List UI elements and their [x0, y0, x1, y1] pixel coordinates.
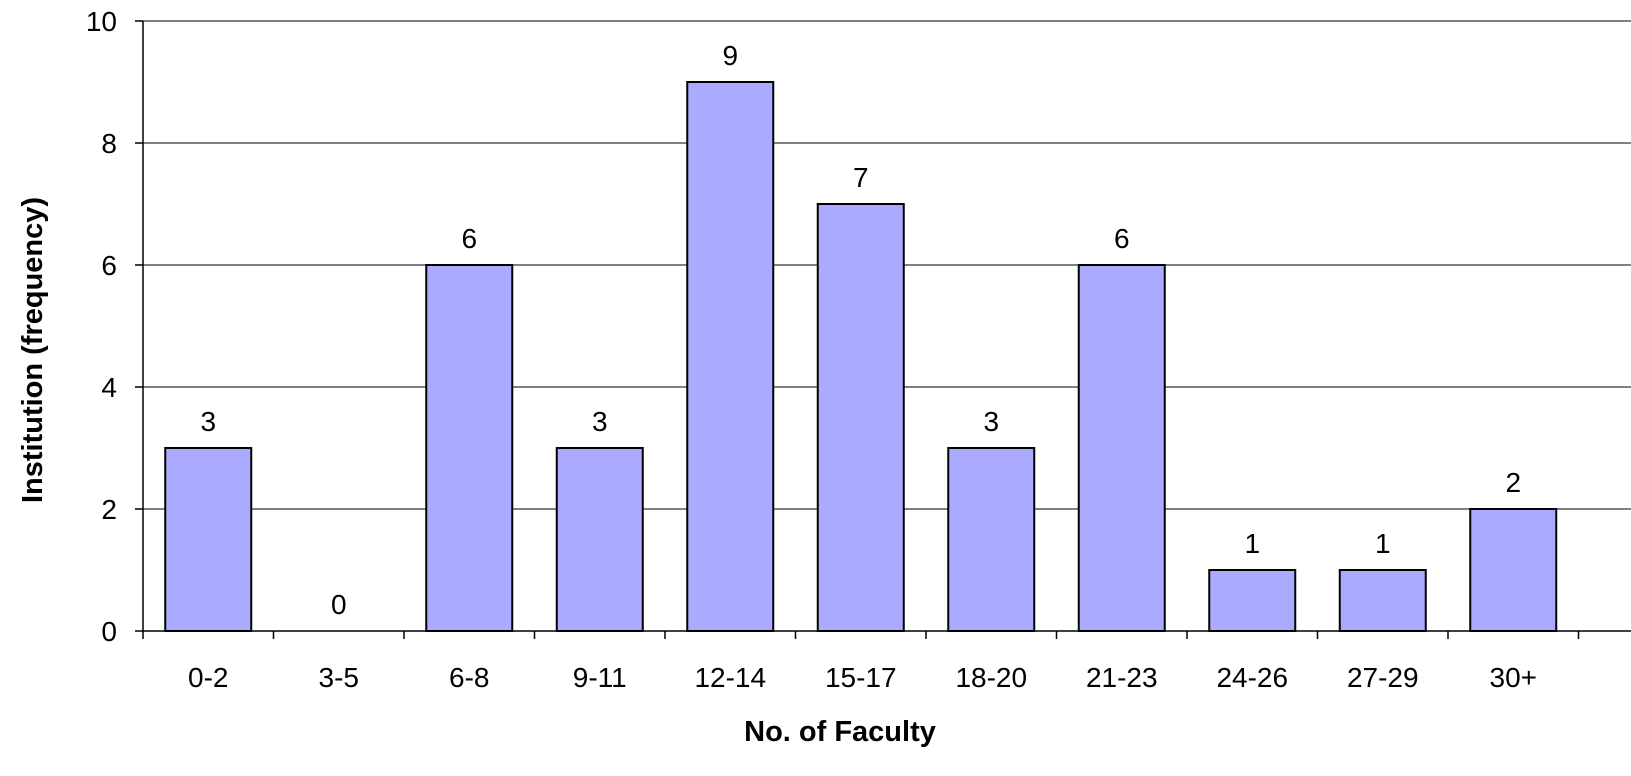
x-tick-label-3-5: 3-5 [319, 662, 359, 693]
data-label-15-17: 7 [853, 162, 869, 193]
data-label-3-5: 0 [331, 589, 347, 620]
data-label-30+: 2 [1505, 467, 1521, 498]
bar-18-20 [947, 447, 1036, 632]
bar-15-17 [816, 203, 905, 632]
bar-24-26 [1208, 569, 1297, 632]
data-label-24-26: 1 [1244, 528, 1260, 559]
y-tick-label: 2 [101, 494, 117, 525]
x-tick-label-9-11: 9-11 [573, 662, 627, 693]
x-tick-label-24-26: 24-26 [1216, 662, 1288, 693]
y-tick-label: 8 [101, 128, 117, 159]
x-tick-labels: 0-2 3-5 6-8 9-11 12-14 15-17 18-20 21-23 24-26 27… [188, 662, 1537, 693]
x-tick-label-6-8: 6-8 [449, 662, 489, 693]
y-tick-label: 4 [101, 372, 117, 403]
data-label-12-14: 9 [722, 40, 738, 71]
x-axis-title: No. of Faculty [744, 716, 936, 748]
axes [135, 20, 1631, 639]
data-label-18-20: 3 [983, 406, 999, 437]
bar-0-2 [164, 447, 253, 632]
bar-12-14 [686, 81, 775, 632]
data-label-27-29: 1 [1375, 528, 1391, 559]
y-tick-label: 10 [86, 6, 117, 37]
bar-30+ [1469, 508, 1558, 632]
data-labels: 3 0 6 3 9 7 3 6 1 1 2 [200, 40, 1521, 620]
bar-27-29 [1338, 569, 1427, 632]
y-axis-title: Institution (frequency) [17, 197, 49, 503]
x-tick-label-0-2: 0-2 [188, 662, 228, 693]
data-label-9-11: 3 [592, 406, 608, 437]
x-tick-label-15-17: 15-17 [825, 662, 897, 693]
x-tick-label-21-23: 21-23 [1086, 662, 1158, 693]
x-tick-label-12-14: 12-14 [694, 662, 766, 693]
data-label-0-2: 3 [200, 406, 216, 437]
bar-9-11 [555, 447, 644, 632]
bar-21-23 [1077, 264, 1166, 632]
x-tick-label-27-29: 27-29 [1347, 662, 1419, 693]
data-label-6-8: 6 [461, 223, 477, 254]
bars [164, 81, 1558, 632]
y-tick-label: 0 [101, 616, 117, 647]
x-tick-label-18-20: 18-20 [955, 662, 1027, 693]
data-label-21-23: 6 [1114, 223, 1130, 254]
x-tick-label-30+: 30+ [1490, 662, 1538, 693]
y-tick-label: 6 [101, 250, 117, 281]
y-tick-labels: 0 2 4 6 8 10 [86, 6, 117, 647]
bar-6-8 [425, 264, 514, 632]
